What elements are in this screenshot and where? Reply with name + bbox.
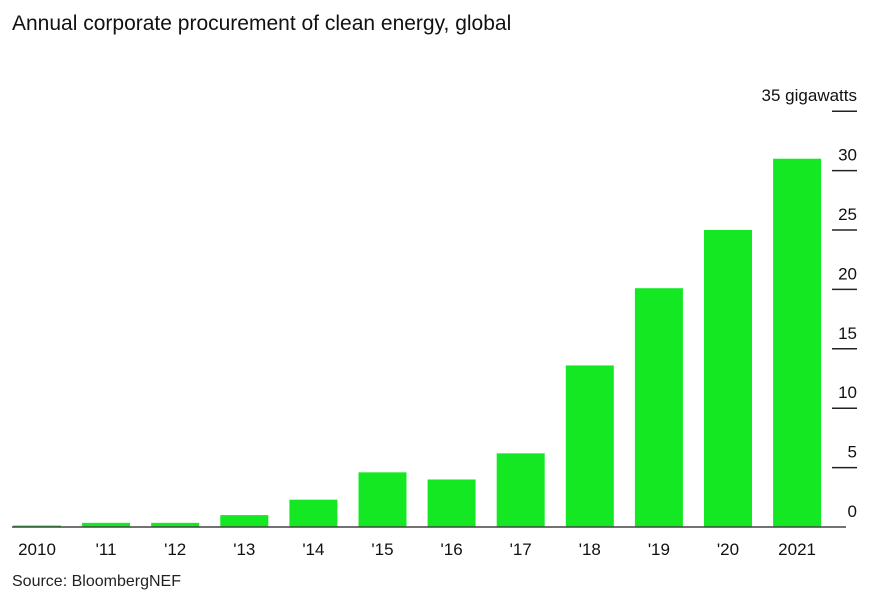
x-tick-label: '12 xyxy=(164,540,186,559)
bar xyxy=(358,472,407,527)
x-tick-label: '16 xyxy=(441,540,463,559)
y-tick-label: 10 xyxy=(838,383,857,402)
bar xyxy=(496,453,545,527)
bar xyxy=(565,365,614,527)
x-tick-label: '13 xyxy=(233,540,255,559)
x-tick-label: '14 xyxy=(302,540,324,559)
bar xyxy=(704,230,752,527)
chart-title: Annual corporate procurement of clean en… xyxy=(12,12,512,35)
bar xyxy=(427,479,476,527)
y-tick-label: 0 xyxy=(848,502,857,521)
x-tick-label: '18 xyxy=(579,540,601,559)
x-tick-label: '20 xyxy=(717,540,739,559)
y-tick-label: 15 xyxy=(838,324,857,343)
x-tick-label: '15 xyxy=(371,540,393,559)
bar xyxy=(151,522,200,527)
x-tick-label: 2010 xyxy=(18,540,56,559)
bar xyxy=(634,288,683,527)
x-tick-label: '11 xyxy=(96,540,117,559)
x-tick-label: '19 xyxy=(648,540,670,559)
bar xyxy=(773,158,822,527)
y-tick-label: 35 gigawatts xyxy=(762,86,857,105)
x-tick-label: '17 xyxy=(510,540,532,559)
bar xyxy=(82,522,131,527)
bar xyxy=(220,515,269,527)
source-note: Source: BloombergNEF xyxy=(12,573,181,590)
x-tick-label: 2021 xyxy=(778,540,816,559)
bar xyxy=(289,499,338,527)
y-tick-label: 30 xyxy=(838,146,857,165)
y-tick-label: 25 xyxy=(838,205,857,224)
y-tick-label: 20 xyxy=(838,264,857,283)
y-tick-label: 5 xyxy=(848,443,857,462)
